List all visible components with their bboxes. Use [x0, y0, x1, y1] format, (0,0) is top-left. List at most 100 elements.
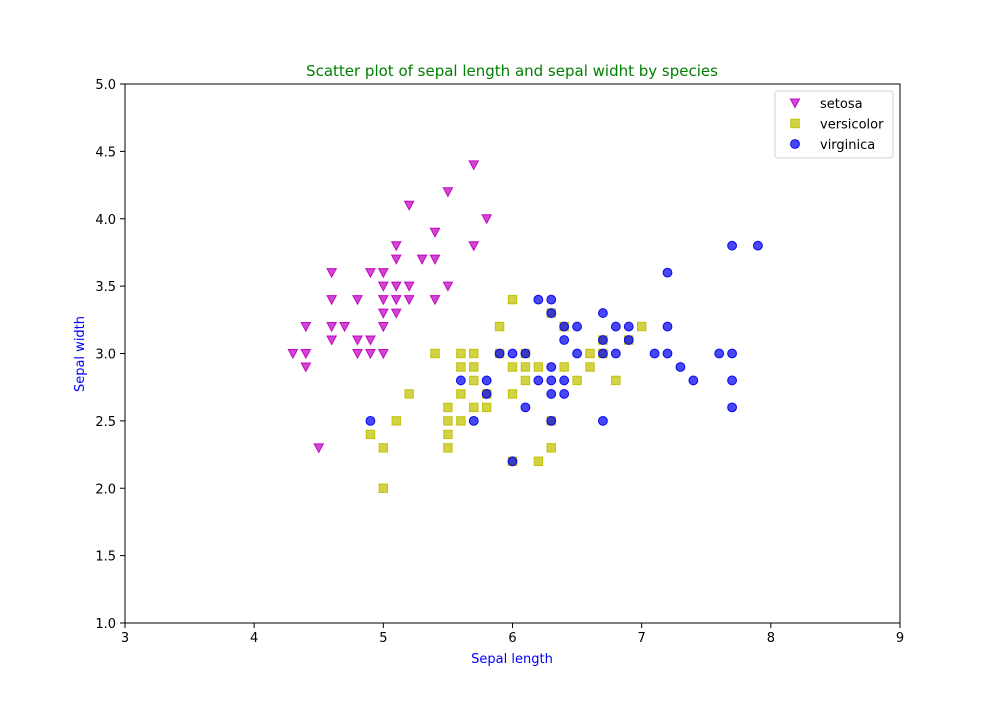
setosa-point	[364, 349, 376, 360]
virginica-point	[598, 348, 608, 359]
setosa-point	[468, 160, 480, 171]
versicolor-point	[456, 348, 466, 359]
setosa-point	[442, 281, 454, 292]
y-axis-label: Sepal width	[73, 316, 88, 392]
setosa-point	[364, 335, 376, 346]
versicolor-point	[533, 456, 544, 467]
virginica-point	[649, 348, 660, 359]
setosa-point	[287, 349, 299, 360]
versicolor-point	[507, 362, 518, 372]
versicolor-point	[469, 375, 479, 386]
versicolor-point	[494, 321, 505, 332]
setosa-point	[390, 308, 402, 319]
versicolor-point	[391, 416, 401, 426]
versicolor-point	[378, 443, 389, 453]
virginica-point	[610, 321, 621, 332]
virginica-point	[481, 389, 492, 399]
y-tick-label: 5.0	[95, 78, 116, 93]
versicolor-point	[456, 389, 466, 399]
versicolor-point	[520, 362, 531, 372]
virginica-point	[753, 240, 763, 251]
setosa-point	[339, 322, 351, 333]
virginica-point	[727, 348, 737, 359]
versicolor-point	[378, 483, 389, 493]
virginica-point	[520, 348, 531, 359]
x-axis: 3 4 5 6 7 8 9	[121, 623, 904, 646]
virginica-point	[507, 348, 518, 359]
setosa-point	[352, 295, 363, 306]
virginica-point	[727, 240, 737, 251]
versicolor-point	[443, 416, 453, 426]
setosa-point	[403, 200, 415, 211]
setosa-point	[377, 308, 389, 319]
versicolor-point	[481, 402, 492, 413]
plot-area	[124, 83, 901, 624]
legend-marker-setosa	[789, 98, 801, 109]
legend-marker-virginica	[790, 139, 800, 149]
setosa-point	[326, 268, 338, 279]
virginica-point	[455, 375, 466, 386]
setosa-point	[377, 295, 389, 306]
setosa-point	[300, 349, 312, 360]
x-tick-label: 3	[121, 631, 129, 646]
setosa-point	[377, 281, 389, 292]
virginica-point	[623, 335, 634, 345]
y-tick-label: 2.5	[95, 415, 116, 430]
virginica-point	[481, 375, 492, 386]
legend-box	[774, 90, 894, 159]
setosa-point	[377, 268, 389, 279]
y-axis: 1.0 1.5 2.0 2.5 3.0 3.5 4.0 4.5 5.0	[95, 78, 125, 632]
virginica-point	[662, 267, 673, 278]
setosa-point	[403, 281, 415, 292]
setosa-point	[429, 254, 441, 265]
setosa-point	[429, 295, 441, 306]
series-virginica	[365, 240, 763, 467]
chart-title: Scatter plot of sepal length and sepal w…	[306, 62, 718, 80]
legend-label-versicolor: versicolor	[820, 118, 884, 133]
versicolor-point	[520, 375, 531, 386]
versicolor-point	[585, 348, 595, 359]
setosa-point	[442, 187, 454, 198]
virginica-point	[662, 321, 673, 332]
versicolor-point	[469, 402, 479, 413]
versicolor-point	[572, 375, 582, 386]
setosa-point	[313, 443, 325, 454]
virginica-point	[546, 375, 557, 386]
virginica-point	[598, 335, 608, 345]
legend-label-virginica: virginica	[820, 138, 875, 153]
virginica-point	[520, 402, 531, 413]
setosa-point	[326, 322, 338, 333]
virginica-point	[675, 362, 686, 372]
versicolor-point	[365, 429, 376, 440]
versicolor-point	[443, 429, 453, 440]
versicolor-point	[430, 348, 440, 359]
virginica-point	[662, 348, 673, 359]
virginica-point	[533, 294, 544, 305]
y-tick-label: 1.5	[95, 550, 116, 565]
versicolor-point	[469, 362, 479, 372]
setosa-point	[390, 295, 402, 306]
setosa-point	[300, 362, 312, 373]
versicolor-point	[404, 389, 414, 399]
setosa-point	[429, 227, 441, 238]
virginica-point	[572, 348, 582, 359]
virginica-point	[559, 389, 570, 399]
versicolor-point	[636, 321, 647, 332]
virginica-point	[533, 375, 544, 386]
virginica-point	[559, 321, 570, 332]
setosa-point	[326, 335, 338, 346]
versicolor-point	[585, 362, 595, 372]
versicolor-point	[546, 443, 556, 453]
setosa-point	[300, 322, 312, 333]
versicolor-point	[456, 416, 466, 426]
setosa-point	[468, 241, 480, 252]
virginica-point	[727, 375, 737, 386]
versicolor-point	[443, 402, 453, 413]
virginica-point	[546, 415, 557, 426]
legend-label-setosa: setosa	[820, 97, 863, 112]
virginica-point	[727, 402, 737, 413]
virginica-point	[559, 335, 570, 345]
virginica-point	[714, 348, 725, 359]
versicolor-point	[456, 362, 466, 372]
